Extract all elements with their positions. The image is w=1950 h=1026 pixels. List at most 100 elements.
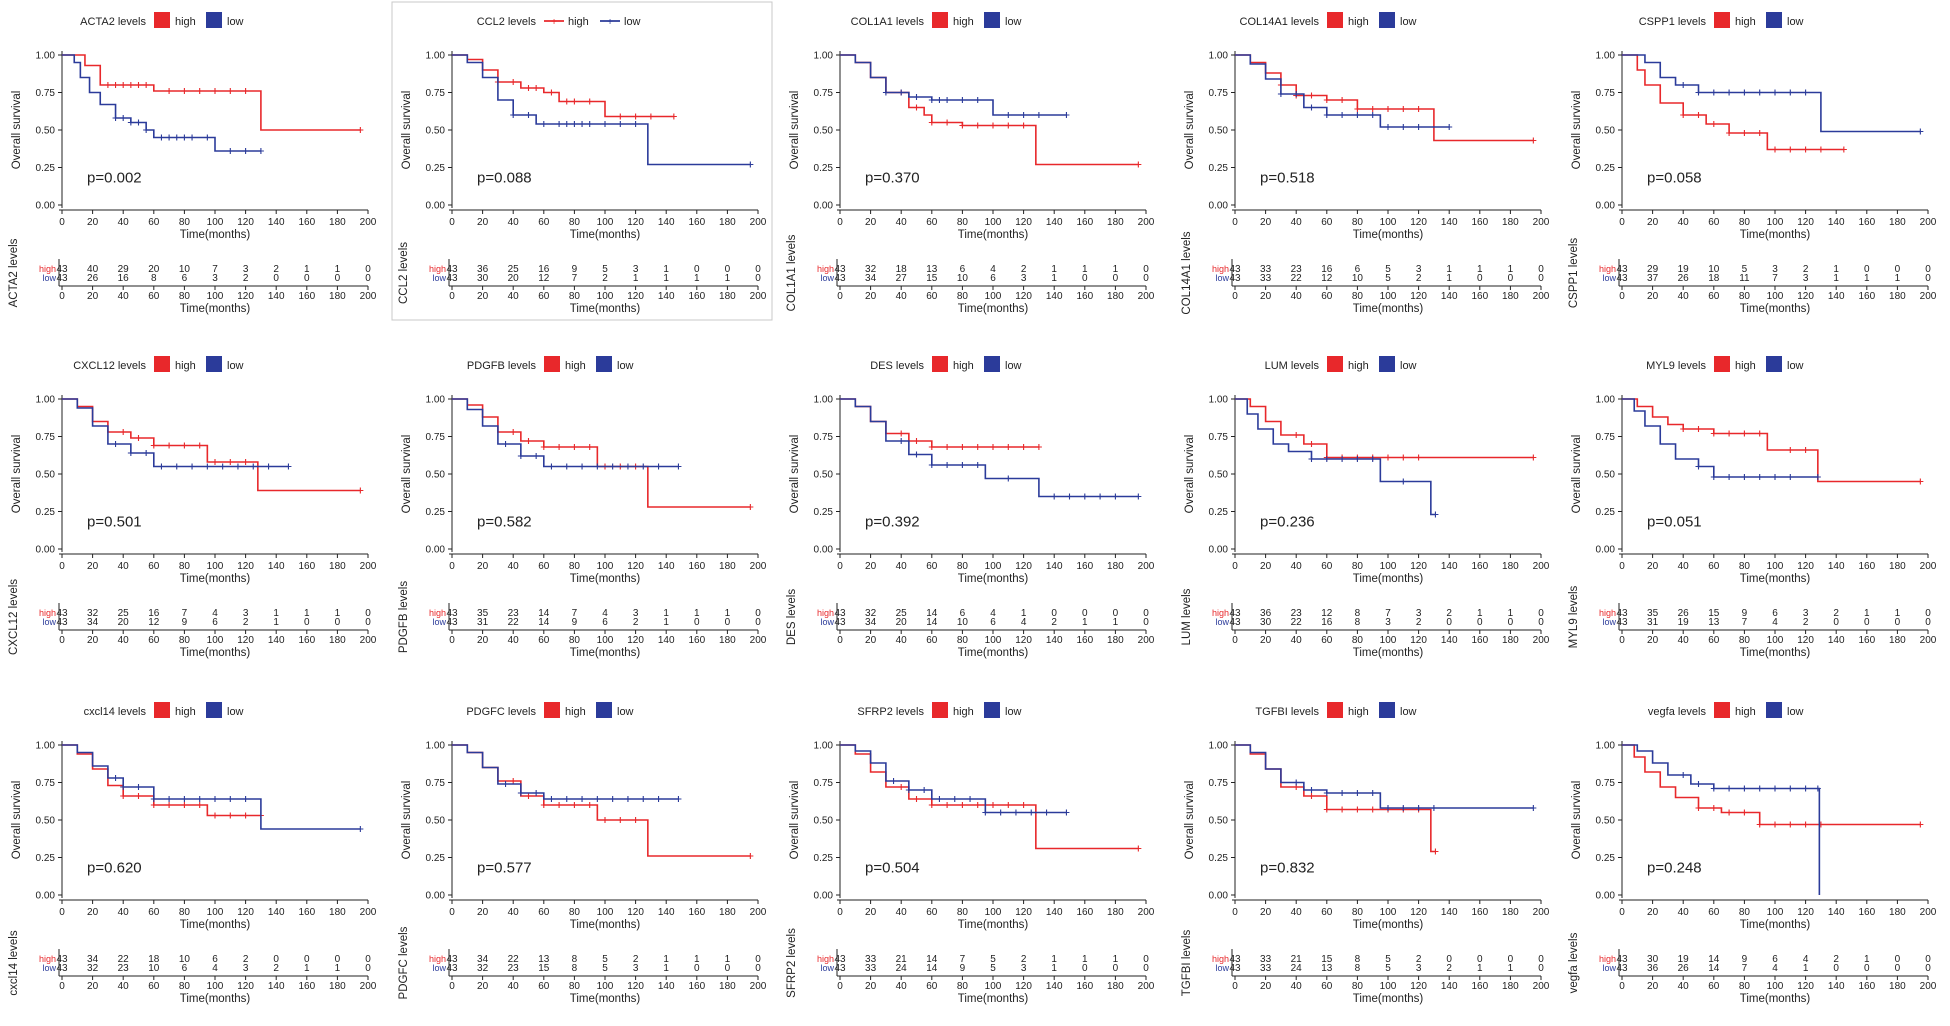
risk-count-high: 23 <box>508 608 520 619</box>
censor-mark-low <box>1354 112 1361 118</box>
censor-mark-low <box>624 796 631 802</box>
x-axis-label: Time(months) <box>570 919 641 931</box>
legend-swatch-high <box>1327 702 1343 718</box>
censor-mark-high <box>212 812 218 819</box>
censor-mark-high <box>1840 146 1847 153</box>
legend-swatch-low <box>206 702 222 718</box>
risk-x-tick-label: 40 <box>896 635 908 646</box>
risk-count-high: 13 <box>538 954 550 965</box>
x-tick-label: 100 <box>597 561 614 572</box>
censor-mark-low <box>112 775 119 781</box>
censor-mark-low <box>1063 112 1070 118</box>
risk-count-high: 40 <box>87 264 99 275</box>
censor-mark-high <box>944 444 951 450</box>
y-tick-label: 0.25 <box>426 163 446 174</box>
risk-count-high: 0 <box>335 954 341 965</box>
legend-label-low: low <box>617 706 634 718</box>
censor-mark-high <box>1400 454 1407 461</box>
x-tick-label: 80 <box>1739 907 1751 918</box>
x-tick-label: 100 <box>1767 561 1784 572</box>
risk-x-tick-label: 140 <box>658 981 675 992</box>
risk-x-tick-label: 160 <box>1471 981 1488 992</box>
x-tick-label: 40 <box>118 561 130 572</box>
p-value: p=0.582 <box>477 514 532 531</box>
censor-mark-high <box>1680 112 1687 118</box>
y-tick-label: 1.00 <box>1209 395 1229 406</box>
x-tick-label: 160 <box>1471 561 1488 572</box>
risk-count-low: 1 <box>1895 273 1901 284</box>
censor-mark-low <box>890 778 897 784</box>
y-tick-label: 0.75 <box>1596 778 1616 789</box>
x-tick-label: 120 <box>627 217 644 228</box>
risk-count-high: 19 <box>1678 954 1690 965</box>
legend-mark-low: + <box>607 17 613 28</box>
risk-x-tick-label: 120 <box>1015 291 1032 302</box>
y-tick-label: 0.25 <box>1209 853 1229 864</box>
risk-row-label-high: high <box>39 608 56 618</box>
censor-mark-low <box>1135 493 1142 500</box>
censor-mark-low <box>1020 112 1027 118</box>
risk-count-low: 8 <box>572 963 578 974</box>
x-tick-label: 140 <box>658 217 675 228</box>
censor-mark-high <box>586 98 593 105</box>
risk-count-low: 7 <box>1742 617 1748 628</box>
censor-mark-low <box>1415 124 1422 130</box>
censor-mark-high <box>1385 454 1391 461</box>
risk-x-axis-label: Time(months) <box>958 303 1029 315</box>
risk-x-tick-label: 180 <box>719 981 736 992</box>
risk-x-tick-label: 120 <box>237 635 254 646</box>
km-panel-sfrp2: SFRP2 levels high low0.000.250.500.751.000… <box>786 702 1155 1005</box>
censor-mark-high <box>959 122 966 129</box>
x-tick-label: 120 <box>1015 907 1032 918</box>
x-tick-label: 80 <box>1352 561 1364 572</box>
risk-count-high: 32 <box>87 608 99 619</box>
censor-mark-low <box>1012 809 1019 816</box>
censor-mark-high <box>1741 130 1748 136</box>
risk-x-tick-label: 180 <box>1107 291 1124 302</box>
risk-count-high: 7 <box>960 954 966 965</box>
x-tick-label: 140 <box>1046 217 1063 228</box>
risk-count-low: 33 <box>1260 963 1272 974</box>
risk-count-high: 0 <box>755 264 761 275</box>
legend-swatch-high <box>932 12 948 28</box>
censor-mark-low <box>143 450 150 456</box>
risk-x-tick-label: 100 <box>1380 291 1397 302</box>
risk-count-low: 0 <box>725 963 731 974</box>
risk-x-axis-label: Time(months) <box>570 303 641 315</box>
y-tick-label: 0.25 <box>814 507 834 518</box>
censor-mark-high <box>112 82 119 88</box>
censor-mark-high <box>242 812 249 819</box>
risk-x-tick-label: 200 <box>1533 291 1550 302</box>
censor-mark-high <box>525 793 532 799</box>
risk-count-low: 4 <box>1772 963 1778 974</box>
risk-x-tick-label: 0 <box>59 981 65 992</box>
legend-label-low: low <box>1787 360 1804 372</box>
y-axis-label: Overall survival <box>1184 781 1196 860</box>
x-tick-label: 200 <box>750 217 767 228</box>
risk-count-high: 1 <box>663 608 669 619</box>
risk-count-low: 16 <box>118 273 130 284</box>
risk-count-low: 1 <box>663 273 669 284</box>
risk-count-high: 14 <box>926 608 938 619</box>
risk-count-low: 14 <box>538 617 550 628</box>
risk-count-low: 33 <box>865 963 877 974</box>
censor-mark-high <box>227 812 234 819</box>
risk-count-high: 6 <box>1355 264 1361 275</box>
risk-table-label: COL1A1 levels <box>786 234 798 311</box>
risk-x-tick-label: 100 <box>1767 291 1784 302</box>
censor-mark-low <box>640 463 647 470</box>
censor-mark-low <box>1756 785 1763 792</box>
risk-count-high: 4 <box>990 608 996 619</box>
risk-x-tick-label: 180 <box>1107 981 1124 992</box>
risk-count-high: 15 <box>1708 608 1720 619</box>
risk-count-high: 1 <box>1833 264 1839 275</box>
y-tick-label: 0.25 <box>426 853 446 864</box>
legend-label-low: low <box>227 706 244 718</box>
km-curve-high <box>452 54 674 118</box>
risk-count-low: 43 <box>446 617 458 628</box>
risk-count-high: 1 <box>1113 954 1119 965</box>
censor-mark-low <box>579 121 586 127</box>
censor-mark-high <box>974 122 981 129</box>
risk-x-tick-label: 180 <box>1502 981 1519 992</box>
